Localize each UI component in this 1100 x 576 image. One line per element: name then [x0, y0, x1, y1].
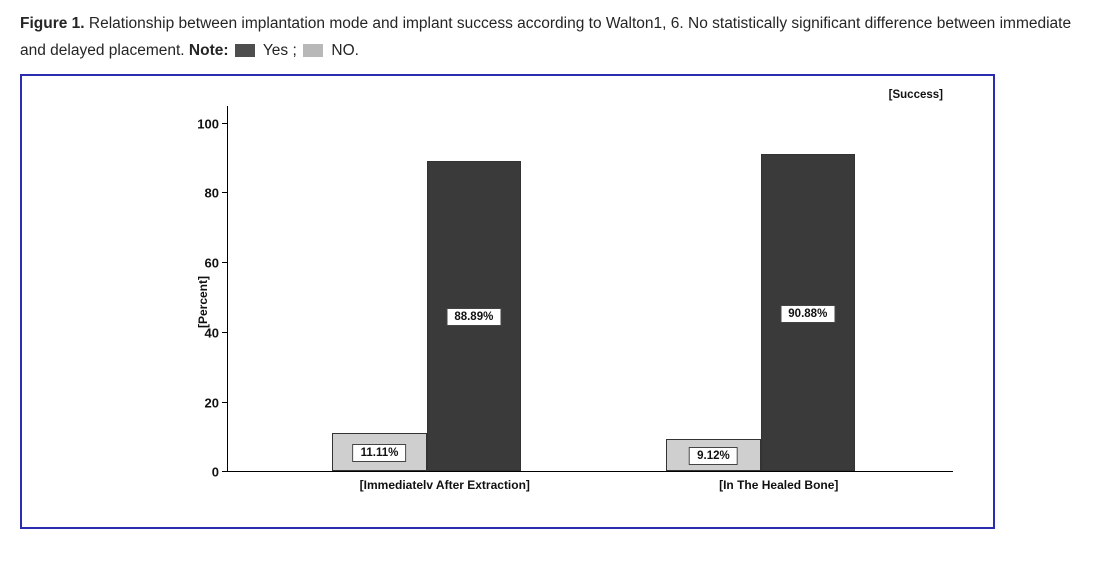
bar-value-label: 9.12%: [689, 447, 738, 465]
bar-value-label: 11.11%: [353, 444, 407, 462]
swatch-yes: [235, 44, 255, 57]
caption-text: Relationship between implantation mode a…: [20, 15, 1071, 59]
y-tick-label: 100: [197, 116, 219, 131]
y-tick-label: 20: [205, 395, 219, 410]
y-tick-label: 60: [205, 256, 219, 271]
y-tick-label: 40: [205, 325, 219, 340]
y-tick-label: 0: [212, 465, 219, 480]
legend-title: [Success]: [889, 88, 943, 104]
bar-value-label: 88.89%: [446, 308, 501, 326]
y-tick-mark: [222, 123, 228, 124]
x-tick-label: [Immediatelv After Extraction]: [360, 478, 530, 492]
y-tick-mark: [222, 471, 228, 472]
caption-note-label: Note:: [189, 42, 229, 59]
x-tick-label: [In The Healed Bone]: [719, 478, 838, 492]
x-axis-line: [227, 471, 953, 472]
swatch-no: [303, 44, 323, 57]
y-tick-label: 80: [205, 186, 219, 201]
y-tick-mark: [222, 332, 228, 333]
y-tick-mark: [222, 192, 228, 193]
y-tick-mark: [222, 262, 228, 263]
bar-value-label: 90.88%: [780, 305, 835, 323]
caption-no: NO.: [327, 42, 359, 59]
caption-yes: Yes ;: [259, 42, 301, 59]
y-axis-line: [227, 106, 228, 472]
y-axis-label: [Percent]: [196, 276, 210, 328]
chart-frame: [Percent] [Success] [No][Yes] 0204060801…: [20, 74, 995, 529]
figure-caption: Figure 1. Relationship between implantat…: [20, 10, 1080, 64]
plot-area: 020406080100 11.11%88.89%9.12%90.88% [Im…: [227, 106, 953, 472]
caption-title: Figure 1.: [20, 15, 85, 32]
y-tick-mark: [222, 402, 228, 403]
